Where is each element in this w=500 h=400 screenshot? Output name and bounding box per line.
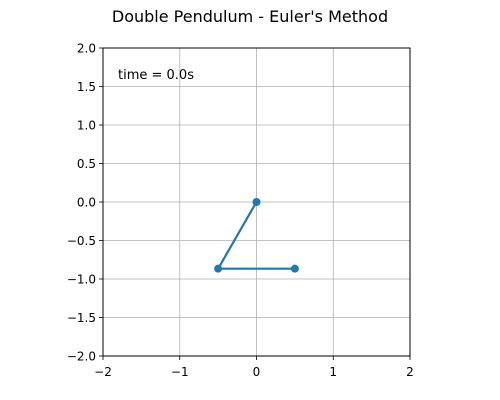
y-tick-label: −0.5 — [67, 234, 96, 248]
y-tick-label: −1.5 — [67, 311, 96, 325]
y-tick-label: 2.0 — [77, 42, 96, 56]
time-annotation: time = 0.0s — [118, 68, 194, 83]
axes: −2 −1 0 1 2 −2.0 −1.5 −1.0 −0.5 0.0 0.5 1.0 1.5 2.0 — [67, 42, 414, 380]
x-tick-label: −2 — [94, 365, 112, 379]
y-tick-label: −1.0 — [67, 273, 96, 287]
y-tick-label: −2.0 — [67, 350, 96, 364]
y-tick-label: 0.0 — [77, 196, 96, 210]
x-tick-label: 1 — [329, 365, 337, 379]
plot-frame — [102, 47, 411, 357]
pendulum-point — [290, 264, 299, 273]
y-tick-label: 1.0 — [77, 119, 96, 133]
x-tick-label: 2 — [406, 365, 414, 379]
series — [214, 198, 299, 273]
x-tick-label: −1 — [171, 365, 189, 379]
pendulum-point — [252, 198, 261, 206]
y-tick-label: 0.5 — [77, 157, 96, 171]
chart-title: Double Pendulum - Euler's Method — [112, 7, 388, 26]
x-tick-label: 0 — [253, 365, 261, 379]
pendulum-point — [214, 264, 223, 273]
y-tick-label: 1.5 — [77, 80, 96, 94]
